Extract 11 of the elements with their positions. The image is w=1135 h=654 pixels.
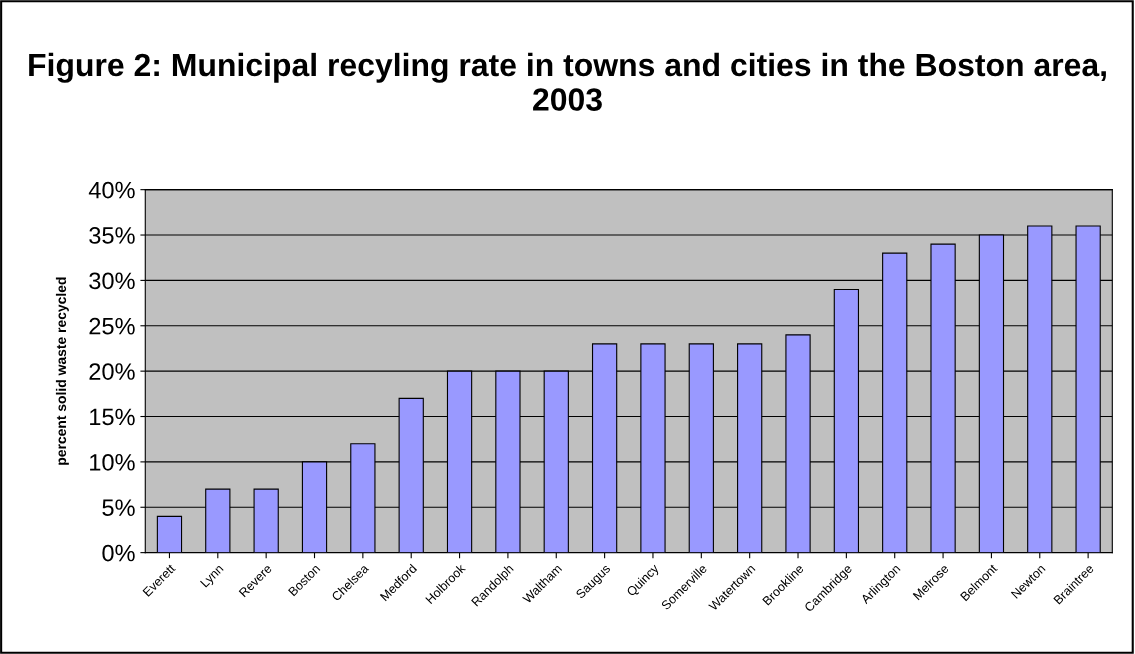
- y-tick-label: 0%: [102, 544, 135, 562]
- y-tick-label: 40%: [88, 181, 135, 199]
- y-tick-label: 30%: [89, 272, 135, 290]
- y-tick-label: 10%: [90, 453, 135, 471]
- y-tick-label: 5%: [102, 499, 135, 517]
- y-axis-title: percent solid waste recycled: [55, 277, 69, 465]
- y-tick-label: 20%: [89, 363, 135, 380]
- y-tick-label: 15%: [90, 408, 135, 426]
- y-tick-label: 25%: [89, 317, 135, 335]
- chart-title: Figure 2: Municipal recyling rate in towns and cities in the Boston area, 2003: [29, 52, 1106, 111]
- y-tick-label: 35%: [89, 227, 135, 244]
